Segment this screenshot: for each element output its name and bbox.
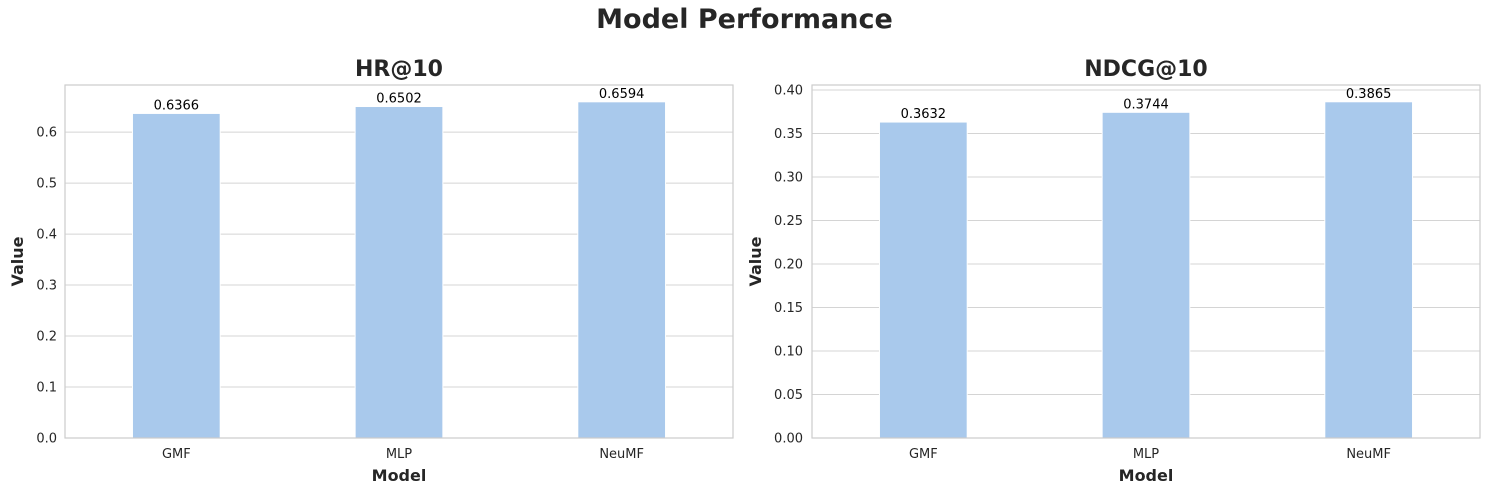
data-label: 0.6594 — [599, 87, 645, 102]
bar-neumf — [1324, 101, 1414, 439]
y-tick-label: 0.3 — [36, 279, 57, 294]
x-axis-label: Model — [372, 466, 427, 485]
y-axis-label: Value — [8, 236, 27, 286]
y-axis-label: Value — [746, 236, 765, 286]
y-tick-label: 0.0 — [36, 432, 57, 447]
bar-gmf — [131, 112, 221, 439]
y-tick-label: 0.30 — [774, 171, 803, 186]
y-tick-label: 0.05 — [774, 388, 803, 403]
y-tick-label: 0.5 — [36, 177, 57, 192]
chart-panel-1: 0.0 0.1 0.2 0.3 0.4 0.5 0.6 0.6366 GMF 0.6502 MLP 0… — [8, 57, 734, 485]
y-tick-label: 0.1 — [36, 381, 57, 396]
y-tick-label: 0.40 — [774, 84, 803, 99]
y-tick-label: 0.00 — [774, 432, 803, 447]
data-label: 0.6502 — [376, 92, 422, 107]
y-tick-label: 0.2 — [36, 330, 57, 345]
data-label: 0.3865 — [1346, 87, 1392, 102]
subplot-title: HR@10 — [355, 57, 443, 82]
plot-frame — [64, 84, 734, 439]
figure-title: Model Performance — [596, 4, 893, 35]
data-label: 0.6366 — [154, 98, 200, 113]
bar-mlp — [1101, 111, 1191, 439]
data-label: 0.3632 — [901, 107, 947, 122]
y-tick-label: 0.10 — [774, 345, 803, 360]
x-tick-label: MLP — [1133, 447, 1159, 462]
y-tick-label: 0.20 — [774, 258, 803, 273]
y-tick-label: 0.25 — [774, 214, 803, 229]
y-tick-label: 0.4 — [36, 228, 57, 243]
bar-mlp — [354, 106, 444, 439]
subplot-title: NDCG@10 — [1084, 57, 1208, 82]
y-tick-label: 0.15 — [774, 301, 803, 316]
x-tick-label: NeuMF — [1346, 447, 1391, 462]
y-tick-label: 0.35 — [774, 127, 803, 142]
bar-gmf — [878, 121, 968, 439]
x-tick-label: GMF — [162, 447, 191, 462]
y-tick-label: 0.6 — [36, 126, 57, 141]
x-tick-label: MLP — [386, 447, 412, 462]
x-tick-label: GMF — [909, 447, 938, 462]
chart-panel-2: 0.00 0.05 0.10 0.15 0.20 0.25 0.30 0.35 0.40 0.36… — [746, 57, 1481, 485]
data-label: 0.3744 — [1123, 97, 1169, 112]
bar-neumf — [577, 101, 667, 439]
x-axis-label: Model — [1119, 466, 1174, 485]
plot-frame — [811, 84, 1481, 439]
x-tick-label: NeuMF — [599, 447, 644, 462]
